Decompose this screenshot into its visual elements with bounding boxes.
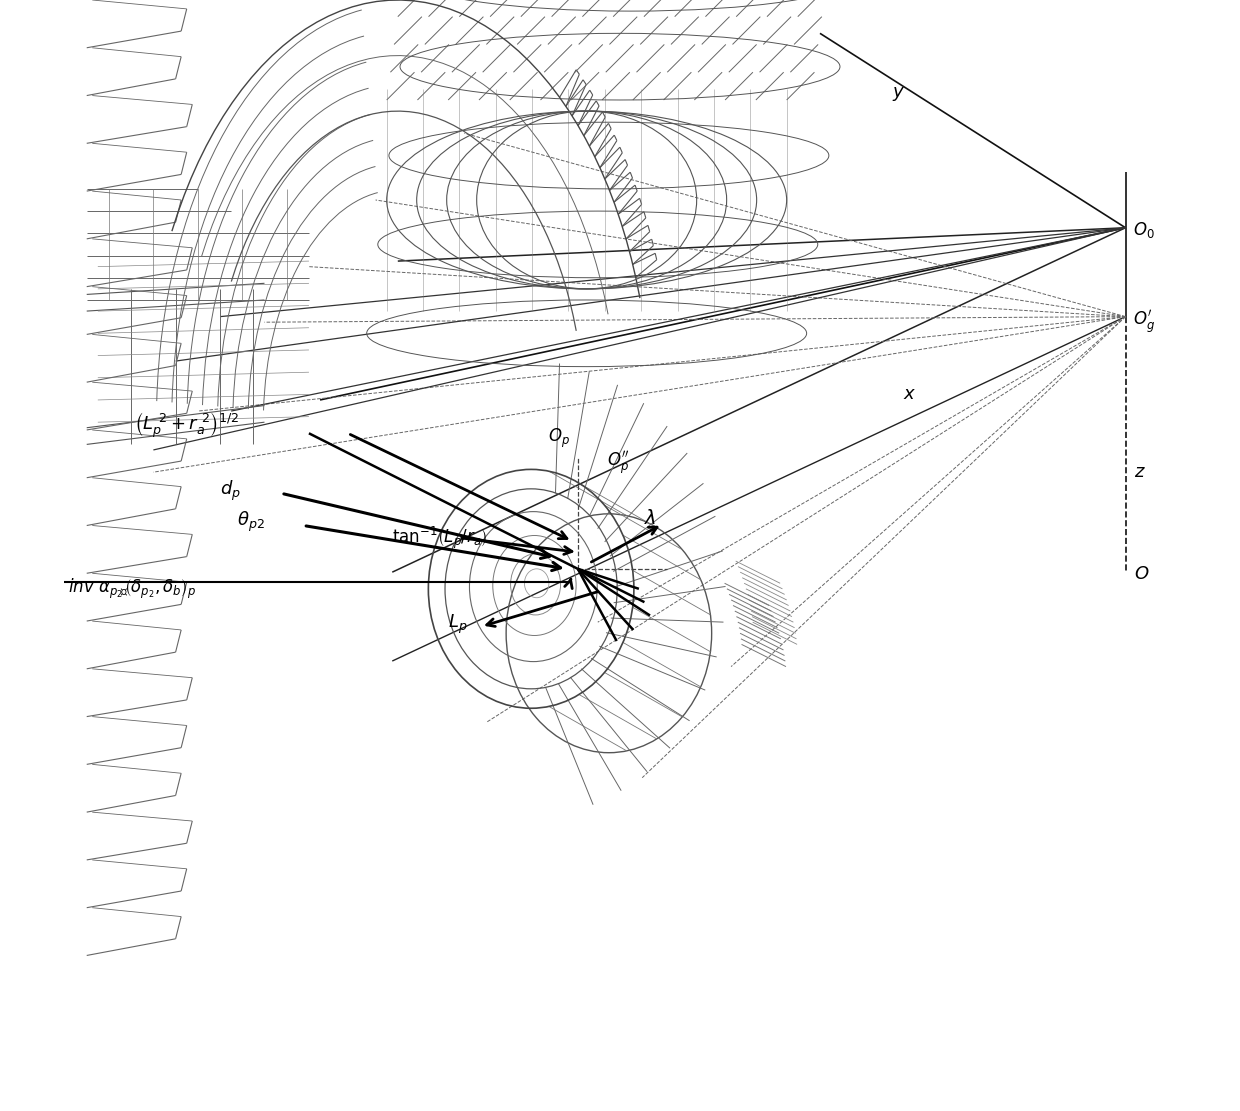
Text: $O_0$: $O_0$	[1133, 220, 1154, 240]
Text: $y$: $y$	[893, 86, 905, 103]
Text: $x$: $x$	[903, 386, 916, 403]
Text: $inv\ \alpha_{p_2\!\mathrm{球}}\!\left(\delta_{p_2},\delta_b\right)_p$: $inv\ \alpha_{p_2\!\mathrm{球}}\!\left(\d…	[68, 577, 196, 601]
Text: $L_p$: $L_p$	[448, 613, 467, 635]
Text: $\tan^{-1}\!\left(L_p/r_a\right)$: $\tan^{-1}\!\left(L_p/r_a\right)$	[392, 524, 487, 551]
Text: $\left(L_p^{\ 2}+r_a^{\ 2}\right)^{1/2}$: $\left(L_p^{\ 2}+r_a^{\ 2}\right)^{1/2}$	[134, 411, 239, 440]
Text: $z$: $z$	[1135, 463, 1146, 481]
Text: $\lambda$: $\lambda$	[645, 509, 657, 529]
Text: $O_g^{\prime}$: $O_g^{\prime}$	[1133, 309, 1156, 336]
Text: $O_p$: $O_p$	[548, 428, 569, 450]
Text: $O_p^{\prime\prime}$: $O_p^{\prime\prime}$	[606, 450, 629, 477]
Text: $d_p$: $d_p$	[219, 479, 241, 503]
Text: $\theta_{p2}$: $\theta_{p2}$	[237, 510, 264, 534]
Text: $O$: $O$	[1135, 565, 1149, 583]
